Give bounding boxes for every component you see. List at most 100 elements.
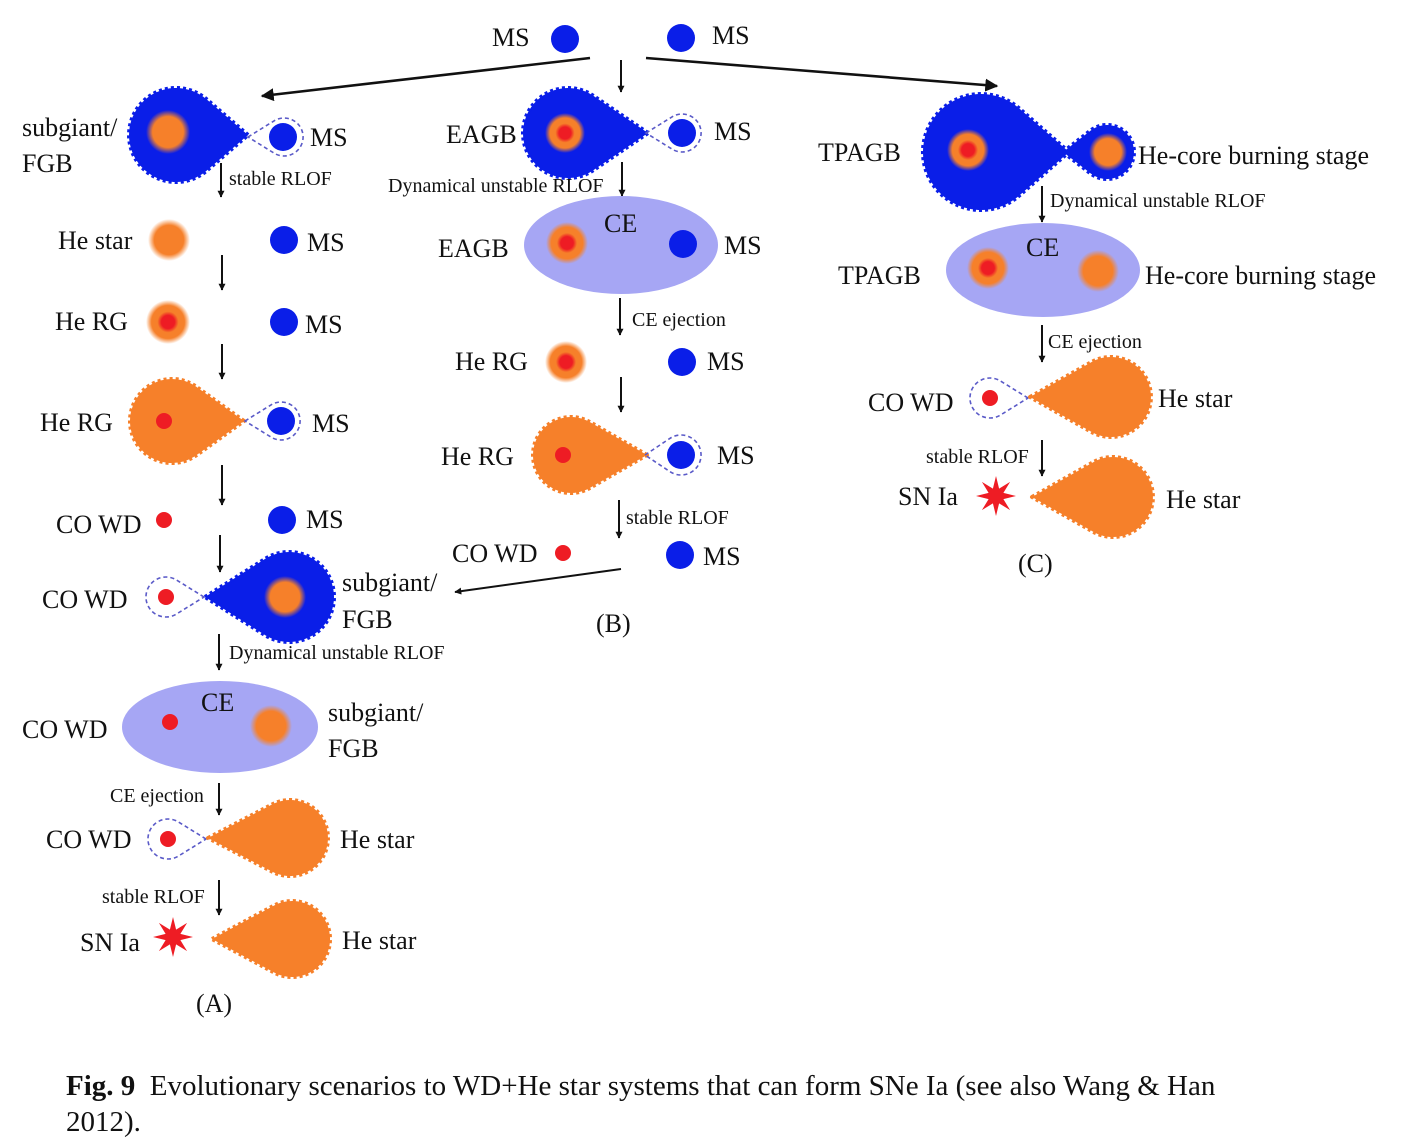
a1-stable-rlof-label: stable RLOF [229,168,332,190]
c1-dyn-rlof-label: Dynamical unstable RLOF [1050,190,1266,212]
c3-co-wd-label: CO WD [868,388,953,417]
c1-donor-core [947,129,989,171]
caption-text: Evolutionary scenarios to WD+He star sys… [66,1070,1216,1138]
b5-co-wd [555,545,571,561]
c4-sn-ia-label: SN Ia [898,482,958,511]
a1-fgb-label: FGB [22,149,73,178]
c2-tpagb-label: TPAGB [838,261,921,290]
c4-he-star-lobe [1030,455,1155,539]
c2-ce-ejection-label: CE ejection [1048,331,1142,353]
c3-co-wd [982,390,998,406]
a6-wd-roche-lobe [145,576,206,618]
a5-ms-label: MS [306,505,344,534]
a8-co-wd-label: CO WD [46,825,131,854]
a4-he-rg-label: He RG [40,408,113,437]
a4-donor-core [156,413,172,429]
a1-ms-roche-lobe [246,117,304,157]
top-ms-label-right: MS [712,21,750,50]
b1-eagb-label: EAGB [446,120,517,149]
b4-stable-rlof-label: stable RLOF [626,507,729,529]
a3-he-rg [146,300,190,344]
c4-he-star-label: He star [1166,485,1241,514]
a5-co-wd [156,512,172,528]
a8-stable-rlof-label: stable RLOF [102,886,205,908]
b4-he-rg-label: He RG [441,442,514,471]
b2-core [546,222,588,264]
b2-ce-label: CE [604,209,637,238]
top-ms-star-right [667,24,695,52]
a9-sn-ia-explosion [153,917,193,957]
b4-donor-lobe [531,415,649,495]
b4-ms-star [667,441,695,469]
a6-dyn-rlof-label: Dynamical unstable RLOF [229,642,445,664]
b3-he-rg [545,341,587,383]
figure-caption: Fig. 9 Evolutionary scenarios to WD+He s… [66,1068,1246,1140]
a8-wd-roche-lobe [147,818,208,860]
panel-a-label: (A) [196,989,232,1018]
top-ms-label-left: MS [492,23,530,52]
scenario-a: subgiant/ FGB MS stable RLOF He star MS … [22,113,445,1018]
arrow-b-to-a [454,568,622,595]
b4-ms-roche-lobe [643,434,702,476]
a9-he-star-label: He star [342,926,417,955]
a6-subgiant-label: subgiant/ [342,568,438,597]
c2-he-core-label: He-core burning stage [1145,261,1376,290]
a3-ms-label: MS [305,310,343,339]
scenario-b: EAGB MS Dynamical unstable RLOF CE EAGB … [388,117,762,638]
a6-fgb-label: FGB [342,605,393,634]
b5-ms-star [666,541,694,569]
b1-dyn-rlof-label: Dynamical unstable RLOF [388,175,604,197]
b2-ce-envelope [524,196,718,294]
a8-co-wd [160,831,176,847]
arrow-top-to-c [645,56,999,92]
diagram-shapes [122,24,1155,979]
b1-donor-core [545,113,585,153]
b5-co-wd-label: CO WD [452,539,537,568]
top-ms-star-left [551,25,579,53]
a2-he-star-label: He star [58,226,133,255]
b3-he-rg-label: He RG [455,347,528,376]
c1-he-core-label: He-core burning stage [1138,141,1369,170]
a7-co-wd-label: CO WD [22,715,107,744]
panel-b-label: (B) [596,609,631,638]
a4-ms-star [267,407,295,435]
b4-ms-label: MS [717,441,755,470]
c2-companion-core [1077,250,1119,292]
c3-wd-roche-lobe [969,377,1030,419]
b1-ms-label: MS [714,117,752,146]
c3-stable-rlof-label: stable RLOF [926,446,1029,468]
a6-co-wd [158,589,174,605]
arrow-top-to-a [260,56,591,102]
top-system: MS MS [492,21,750,52]
a1-ms-label: MS [310,123,348,152]
b3-ms-star [668,348,696,376]
c1-donor-lobe [920,92,1071,212]
a3-he-rg-label: He RG [55,307,128,336]
c1-companion-core [1089,133,1127,171]
a4-ms-label: MS [312,409,350,438]
b3-ms-label: MS [707,347,745,376]
a6-donor-core [264,576,306,618]
c2-core [967,247,1009,289]
c2-ce-label: CE [1026,233,1059,262]
a1-ms-star [269,123,297,151]
a7-ce-ejection-label: CE ejection [110,785,204,807]
b2-ms-label: MS [724,231,762,260]
c3-he-star-label: He star [1158,384,1233,413]
a9-he-star-lobe [210,899,332,979]
c1-tpagb-label: TPAGB [818,138,901,167]
a3-ms-star [270,308,298,336]
a7-subgiant-label: subgiant/ [328,698,424,727]
caption-label: Fig. 9 [66,1070,136,1102]
a4-donor-lobe [128,377,246,465]
panel-c-label: (C) [1018,549,1053,578]
a7-fgb-label: FGB [328,734,379,763]
a7-core [250,705,292,747]
b2-ce-ejection-label: CE ejection [632,309,726,331]
a9-sn-ia-label: SN Ia [80,928,140,957]
c2-ce-envelope [946,223,1140,317]
b1-donor-lobe [521,86,650,180]
b4-donor-core [555,447,571,463]
c3-he-star-lobe [1028,355,1153,439]
a7-ce-envelope [122,681,318,773]
